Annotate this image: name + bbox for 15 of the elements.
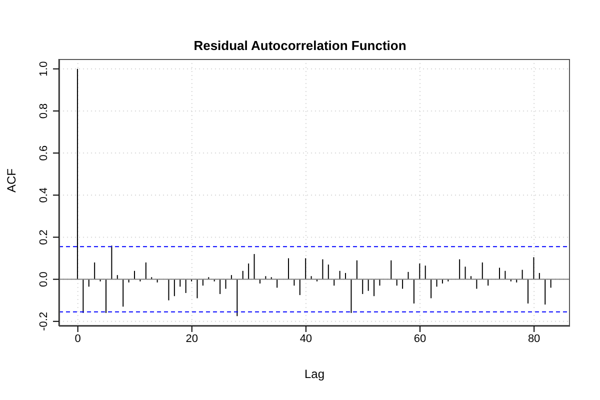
y-tick-label: 0.8 — [38, 103, 50, 119]
y-tick-label: 0.0 — [38, 272, 50, 287]
y-axis-title: ACF — [4, 168, 18, 192]
chart-title: Residual Autocorrelation Function — [192, 38, 408, 53]
y-tick-label: -0.2 — [38, 312, 50, 331]
x-tick-label: 0 — [74, 332, 81, 345]
x-tick-label: 80 — [528, 332, 540, 345]
x-tick-label: 40 — [300, 332, 312, 345]
x-axis-title: Lag — [304, 367, 325, 381]
x-tick-label: 60 — [414, 332, 426, 345]
y-tick-label: 0.2 — [38, 230, 50, 245]
y-tick-label: 0.6 — [38, 145, 50, 161]
y-tick-label: 0.4 — [38, 187, 50, 203]
y-tick-label: 1.0 — [38, 61, 50, 77]
x-tick-label: 20 — [186, 332, 198, 345]
